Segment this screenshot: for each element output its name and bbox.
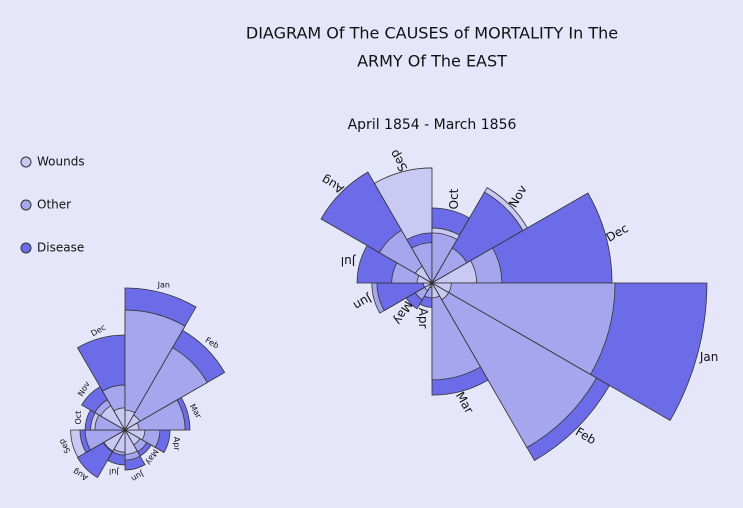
month-label: Apr — [172, 437, 181, 452]
rose-wedge — [123, 347, 208, 432]
legend-swatch — [20, 242, 32, 254]
month-label: Oct — [447, 188, 461, 209]
chart-title: DIAGRAM Of The CAUSES of MORTALITY In Th… — [246, 24, 618, 43]
rose-wedge — [124, 309, 186, 432]
legend-label: Other — [37, 198, 71, 212]
month-label: Apr — [416, 308, 430, 329]
legend-swatch — [20, 199, 32, 211]
rose-wedge — [431, 281, 440, 299]
rose-wedge — [430, 282, 616, 376]
month-label: Jan — [699, 350, 719, 364]
chart-subtitle: April 1854 - March 1856 — [348, 117, 517, 133]
legend-label: Wounds — [37, 155, 85, 169]
legend-label: Disease — [37, 241, 84, 255]
rose-wedge — [123, 399, 186, 431]
rose-wedge — [123, 422, 140, 431]
month-label: Jul — [109, 467, 120, 476]
chart-title: ARMY Of The EAST — [357, 52, 507, 71]
month-label: Jan — [157, 281, 170, 290]
month-label: Jul — [341, 254, 356, 268]
month-label: Oct — [74, 411, 83, 425]
rose-wedge — [430, 281, 598, 449]
rose-wedge — [431, 281, 482, 381]
legend-swatch — [20, 156, 32, 168]
